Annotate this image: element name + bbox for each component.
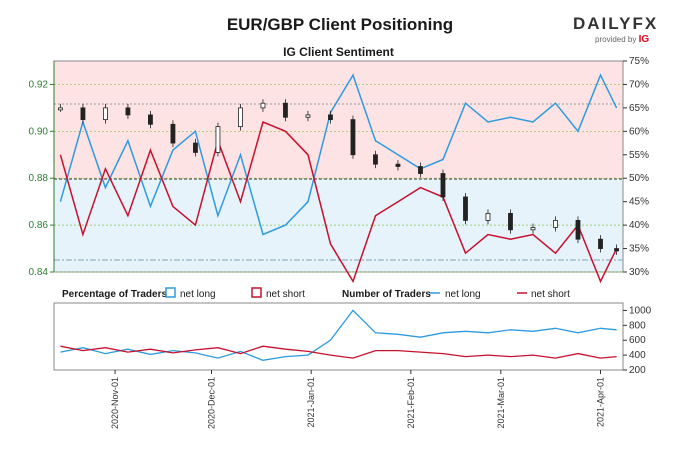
legend-pct-short-swatch: [251, 287, 262, 298]
right-tick-label: 40%: [629, 220, 649, 231]
legend-num-title: Number of Traders: [342, 289, 431, 300]
legend-pct-title: Percentage of Traders: [62, 289, 167, 300]
ig-logo: IG: [638, 34, 650, 45]
right-tick-label: 60%: [629, 126, 649, 137]
left-tick-label: 0.92: [29, 79, 49, 90]
bottom-tick-label: 400: [629, 350, 646, 361]
left-tick-label: 0.86: [29, 220, 49, 231]
price-candle: [215, 126, 221, 153]
right-tick-label: 55%: [629, 150, 649, 161]
price-candle: [125, 107, 131, 116]
price-candle: [80, 107, 86, 121]
price-candle: [553, 220, 558, 228]
price-candle: [103, 107, 108, 121]
legend-num-short-label: net short: [531, 289, 570, 300]
bottom-tick-label: 800: [629, 320, 646, 331]
price-candle: [508, 212, 513, 231]
price-candle: [58, 107, 63, 111]
x-tick-label: 2021-Feb-01: [406, 377, 416, 429]
brand-sub: provided by IG: [595, 34, 663, 45]
net-long-pct-line: [59, 73, 618, 236]
bottom-panel-frame: [53, 302, 624, 371]
x-tick-label: 2021-Jan-01: [306, 377, 316, 428]
price-candle: [463, 196, 468, 221]
x-tick-label: 2020-Dec-01: [207, 377, 217, 429]
price-candle: [305, 114, 311, 118]
price-candle: [350, 119, 356, 156]
price-candle: [260, 102, 266, 109]
left-tick-label: 0.84: [29, 267, 49, 278]
short-zone-bg: [54, 61, 623, 179]
price-candle: [373, 154, 378, 165]
price-candle: [418, 166, 423, 174]
right-tick-label: 70%: [629, 79, 649, 90]
net-short-pct-line: [59, 120, 618, 284]
x-tick-label: 2020-Nov-01: [110, 377, 120, 429]
net-long-count-line: [60, 309, 617, 361]
legend-pct-long-swatch: [165, 287, 176, 298]
chart-title: EUR/GBP Client Positioning: [226, 15, 454, 34]
right-tick-label: 75%: [629, 56, 649, 67]
price-candle: [485, 212, 491, 221]
right-tick-label: 50%: [629, 173, 649, 184]
price-candle: [395, 163, 401, 167]
sentiment-title: IG Client Sentiment: [283, 45, 394, 59]
dailyfx-logo: DAILYFX provided by IG: [573, 14, 663, 50]
legend-pct-short-label: net short: [266, 289, 305, 300]
price-candle: [598, 238, 603, 249]
price-candle: [148, 114, 153, 125]
left-tick-label: 0.88: [29, 173, 49, 184]
net-short-count-line: [60, 345, 617, 359]
right-tick-label: 35%: [629, 244, 649, 255]
price-candle: [614, 248, 619, 252]
bottom-tick-label: 600: [629, 335, 646, 346]
x-tick-label: 2021-Apr-01: [596, 377, 606, 427]
price-candle: [440, 173, 446, 198]
legend-num-long-label: net long: [445, 289, 481, 300]
left-tick-label: 0.90: [29, 126, 49, 137]
price-candle: [530, 227, 536, 231]
right-tick-label: 65%: [629, 103, 649, 114]
bottom-tick-label: 200: [629, 365, 646, 376]
price-candle: [328, 114, 333, 121]
price-candle: [193, 142, 198, 153]
right-tick-label: 45%: [629, 197, 649, 208]
price-candle: [575, 220, 581, 240]
legend-pct-long-label: net long: [180, 289, 216, 300]
x-tick-label: 2021-Mar-01: [496, 377, 506, 429]
price-candle: [283, 102, 288, 118]
price-candle: [238, 107, 243, 128]
right-tick-label: 30%: [629, 267, 649, 278]
bottom-tick-label: 1000: [629, 305, 652, 316]
price-candle: [170, 123, 176, 144]
brand-name: DAILYFX: [573, 14, 659, 33]
brand-sub-text: provided by: [595, 35, 637, 44]
